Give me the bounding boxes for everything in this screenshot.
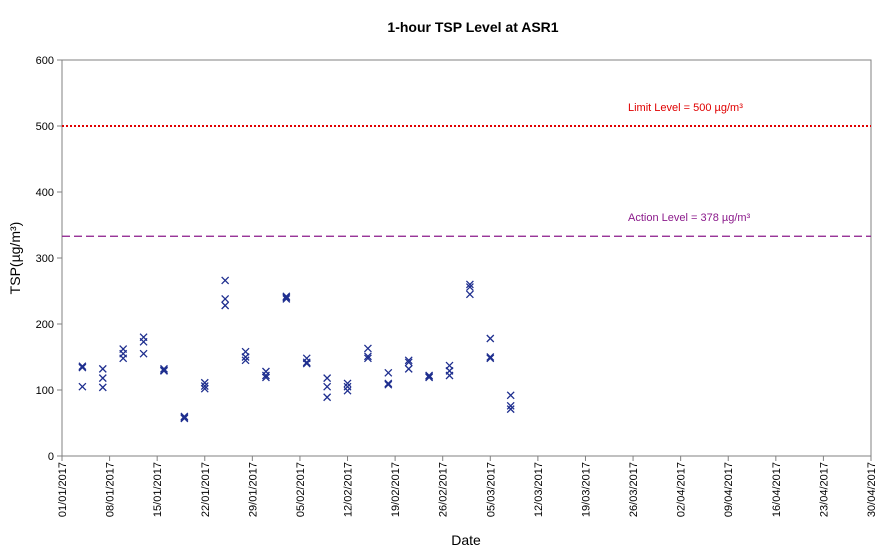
data-point — [384, 380, 393, 389]
x-tick-label: 30/04/2017 — [866, 462, 878, 517]
data-point — [343, 386, 352, 395]
data-point — [282, 292, 291, 301]
y-tick-label: 0 — [48, 451, 54, 463]
y-axis-label: TSP(µg/m³) — [7, 222, 23, 295]
y-tick-label: 400 — [36, 187, 54, 199]
x-tick-label: 26/02/2017 — [438, 462, 450, 517]
data-point — [200, 382, 209, 390]
data-point — [221, 294, 230, 303]
data-point — [98, 383, 107, 392]
data-point — [282, 293, 291, 302]
data-point — [465, 280, 474, 289]
data-point — [78, 363, 87, 372]
data-point — [404, 358, 413, 367]
data-point — [282, 294, 291, 303]
x-tick-label: 05/03/2017 — [485, 462, 497, 517]
data-point — [241, 356, 250, 365]
x-tick-label: 19/02/2017 — [390, 462, 402, 517]
data-point — [363, 344, 372, 353]
data-point — [261, 367, 270, 376]
data-point — [180, 412, 189, 421]
data-point — [323, 382, 332, 391]
data-point — [486, 353, 495, 361]
x-tick-label: 19/03/2017 — [580, 462, 592, 517]
data-point — [506, 391, 515, 400]
data-point — [139, 349, 148, 358]
data-point — [200, 378, 209, 387]
x-tick-label: 26/03/2017 — [628, 462, 640, 517]
data-point — [486, 354, 495, 363]
data-point — [98, 374, 107, 383]
y-tick-label: 100 — [36, 385, 54, 397]
data-point — [78, 382, 87, 391]
data-point — [404, 356, 413, 365]
data-point — [302, 359, 311, 368]
data-point — [384, 379, 393, 388]
x-tick-label: 09/04/2017 — [723, 462, 735, 517]
data-point — [160, 366, 168, 375]
data-point — [221, 276, 230, 285]
data-point — [506, 405, 515, 414]
y-tick-label: 200 — [36, 319, 54, 331]
x-tick-label: 12/03/2017 — [533, 462, 545, 517]
limit-level-annotation: Limit Level = 500 µg/m³ — [628, 102, 743, 114]
plot-area — [61, 59, 872, 457]
data-point — [221, 301, 230, 310]
data-point — [465, 290, 474, 299]
y-tick-label: 500 — [36, 121, 54, 133]
data-point — [323, 374, 332, 383]
data-point — [261, 373, 270, 382]
data-point — [139, 337, 148, 346]
data-point — [404, 364, 413, 373]
data-point — [261, 371, 270, 380]
data-point — [486, 334, 495, 343]
x-tick-label: 02/04/2017 — [676, 462, 688, 517]
data-point — [363, 354, 372, 363]
y-tick-label: 600 — [36, 55, 54, 67]
action-level-annotation: Action Level = 378 µg/m³ — [628, 212, 751, 224]
x-tick-label: 22/01/2017 — [200, 462, 212, 517]
x-tick-label: 05/02/2017 — [295, 462, 307, 517]
x-tick-label: 15/01/2017 — [152, 462, 164, 517]
data-point — [98, 364, 107, 373]
chart-title: 1-hour TSP Level at ASR1 — [387, 19, 558, 35]
x-tick-label: 23/04/2017 — [818, 462, 830, 517]
data-point — [363, 352, 372, 361]
y-tick-label: 300 — [36, 253, 54, 265]
data-point — [119, 354, 128, 363]
data-point — [425, 373, 434, 382]
x-axis-label: Date — [451, 532, 481, 548]
data-point — [465, 283, 474, 291]
data-point — [425, 371, 434, 380]
data-point — [445, 371, 454, 380]
data-point — [506, 401, 515, 410]
x-tick-label: 12/02/2017 — [343, 462, 355, 517]
x-tick-label: 08/01/2017 — [105, 462, 117, 517]
data-point — [302, 358, 311, 367]
x-tick-label: 01/01/2017 — [57, 462, 69, 517]
data-point — [384, 368, 393, 377]
x-tick-label: 16/04/2017 — [771, 462, 783, 517]
data-point — [180, 414, 189, 423]
data-point — [200, 384, 209, 393]
data-point — [160, 364, 168, 373]
x-tick-label: 29/01/2017 — [247, 462, 259, 517]
data-point — [241, 353, 250, 361]
data-point — [78, 362, 87, 371]
data-point — [343, 379, 352, 388]
data-point — [323, 393, 332, 402]
